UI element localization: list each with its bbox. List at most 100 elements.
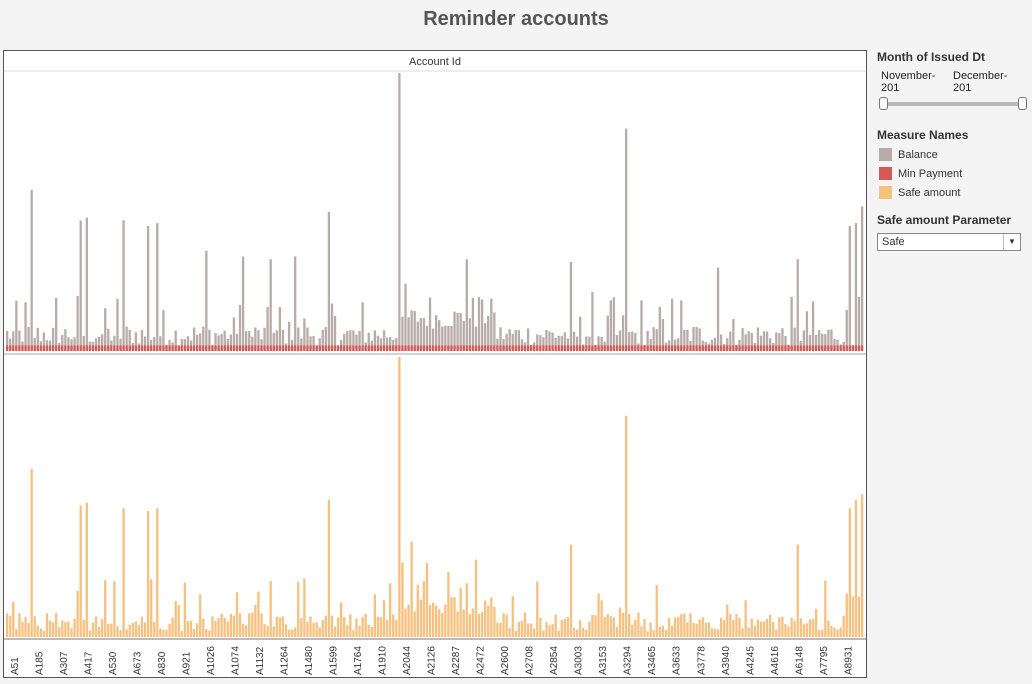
safe-amount-bar[interactable]: [229, 613, 232, 637]
min-payment-bar[interactable]: [637, 345, 640, 351]
min-payment-bar[interactable]: [821, 345, 824, 351]
min-payment-bar[interactable]: [450, 345, 453, 351]
balance-bar[interactable]: [762, 331, 766, 351]
balance-bar[interactable]: [634, 332, 637, 351]
balance-bar[interactable]: [765, 331, 769, 351]
balance-bar[interactable]: [107, 328, 110, 351]
safe-amount-bar[interactable]: [548, 625, 551, 637]
balance-bar[interactable]: [425, 325, 429, 351]
safe-amount-bar[interactable]: [600, 600, 603, 637]
min-payment-bar[interactable]: [618, 345, 622, 351]
min-payment-bar[interactable]: [848, 345, 851, 351]
min-payment-bar[interactable]: [523, 345, 527, 351]
safe-amount-bar[interactable]: [857, 596, 861, 637]
balance-bar[interactable]: [548, 331, 551, 351]
balance-bar[interactable]: [61, 334, 64, 351]
min-payment-bar[interactable]: [153, 345, 156, 351]
balance-bar[interactable]: [419, 318, 422, 351]
safe-amount-bar[interactable]: [738, 617, 741, 637]
min-payment-bar[interactable]: [431, 345, 435, 351]
balance-bar[interactable]: [232, 317, 236, 351]
safe-amount-bar[interactable]: [278, 617, 282, 637]
safe-amount-bar[interactable]: [536, 581, 539, 637]
safe-amount-bar[interactable]: [836, 629, 839, 637]
safe-amount-bar[interactable]: [435, 605, 438, 637]
safe-amount-bar[interactable]: [431, 602, 435, 637]
safe-amount-bar[interactable]: [419, 599, 422, 637]
min-payment-bar[interactable]: [199, 345, 202, 351]
balance-bar[interactable]: [376, 335, 380, 351]
balance-bar[interactable]: [502, 339, 505, 351]
safe-amount-bar[interactable]: [300, 618, 303, 637]
safe-amount-bar[interactable]: [180, 630, 183, 637]
min-payment-bar[interactable]: [579, 345, 582, 351]
balance-bar[interactable]: [330, 303, 334, 351]
balance-bar[interactable]: [695, 327, 698, 351]
safe-amount-bar[interactable]: [251, 612, 254, 637]
min-payment-bar[interactable]: [257, 345, 260, 351]
safe-amount-bar[interactable]: [208, 630, 211, 637]
min-payment-bar[interactable]: [88, 345, 92, 351]
balance-bar[interactable]: [628, 332, 631, 351]
safe-amount-bar[interactable]: [799, 618, 802, 637]
safe-amount-bar[interactable]: [628, 613, 631, 637]
safe-amount-bar[interactable]: [775, 629, 778, 637]
safe-amount-bar[interactable]: [327, 499, 331, 637]
balance-bar[interactable]: [459, 313, 462, 351]
min-payment-bar[interactable]: [343, 345, 346, 351]
safe-amount-bar[interactable]: [55, 612, 58, 637]
min-payment-bar[interactable]: [689, 345, 692, 351]
safe-amount-bar[interactable]: [701, 617, 704, 637]
balance-bar[interactable]: [6, 330, 9, 351]
balance-bar[interactable]: [597, 336, 600, 351]
balance-bar[interactable]: [462, 320, 465, 351]
min-payment-bar[interactable]: [48, 345, 52, 351]
balance-bar[interactable]: [146, 225, 150, 351]
balance-bar[interactable]: [729, 331, 732, 351]
safe-amount-bar[interactable]: [376, 616, 380, 637]
min-payment-bar[interactable]: [107, 345, 110, 351]
balance-bar[interactable]: [128, 329, 131, 351]
min-payment-bar[interactable]: [278, 345, 282, 351]
balance-bar[interactable]: [490, 298, 493, 351]
safe-amount-bar[interactable]: [827, 620, 830, 637]
safe-amount-bar[interactable]: [425, 563, 429, 637]
balance-bar[interactable]: [732, 319, 735, 351]
min-payment-bar[interactable]: [680, 345, 683, 351]
balance-bar[interactable]: [569, 262, 573, 351]
safe-amount-bar[interactable]: [447, 571, 450, 637]
balance-bar[interactable]: [444, 325, 447, 351]
min-payment-bar[interactable]: [284, 345, 288, 351]
min-payment-bar[interactable]: [554, 345, 557, 351]
safe-amount-bar[interactable]: [453, 597, 456, 637]
min-payment-bar[interactable]: [189, 345, 193, 351]
balance-bar[interactable]: [677, 338, 680, 351]
min-payment-bar[interactable]: [738, 345, 741, 351]
min-payment-bar[interactable]: [566, 345, 570, 351]
safe-amount-bar[interactable]: [631, 624, 634, 637]
min-payment-bar[interactable]: [177, 345, 180, 351]
balance-bar[interactable]: [156, 223, 159, 351]
balance-bar[interactable]: [542, 337, 545, 351]
balance-bar[interactable]: [27, 327, 30, 351]
balance-bar[interactable]: [680, 300, 683, 351]
safe-amount-bar[interactable]: [143, 622, 147, 637]
balance-bar[interactable]: [202, 326, 205, 351]
safe-amount-bar[interactable]: [349, 614, 352, 637]
safe-amount-bar[interactable]: [88, 630, 92, 637]
min-payment-bar[interactable]: [836, 345, 839, 351]
min-payment-bar[interactable]: [398, 345, 401, 351]
min-payment-bar[interactable]: [505, 345, 508, 351]
safe-amount-bar[interactable]: [21, 621, 24, 637]
min-payment-bar[interactable]: [762, 345, 766, 351]
balance-bar[interactable]: [579, 316, 582, 351]
min-payment-bar[interactable]: [119, 345, 122, 351]
balance-bar[interactable]: [487, 315, 490, 351]
balance-bar[interactable]: [278, 307, 282, 351]
safe-amount-bar[interactable]: [505, 614, 508, 637]
min-payment-bar[interactable]: [266, 345, 269, 351]
balance-bar[interactable]: [168, 339, 171, 351]
min-payment-bar[interactable]: [615, 345, 619, 351]
min-payment-bar[interactable]: [76, 345, 79, 351]
balance-bar[interactable]: [428, 297, 432, 351]
